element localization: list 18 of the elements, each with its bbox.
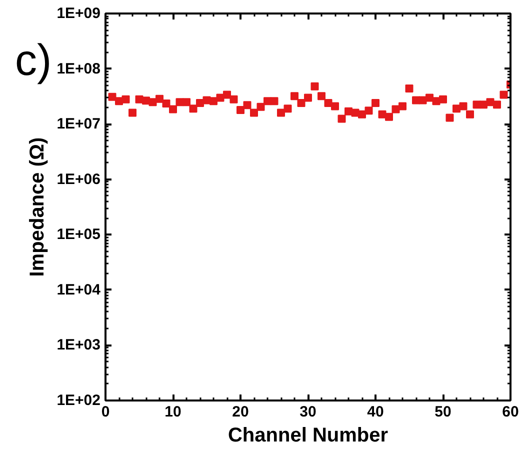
x-tick-label: 20 bbox=[232, 404, 249, 420]
x-tick-label: 60 bbox=[502, 404, 519, 420]
y-tick-label: 1E+06 bbox=[56, 170, 101, 188]
text: c) bbox=[15, 35, 52, 87]
y-tick-label: 1E+09 bbox=[56, 5, 101, 22]
x-axis-title: Channel Number bbox=[228, 424, 388, 446]
x-tick-label: 0 bbox=[101, 404, 110, 420]
y-tick-label: 1E+04 bbox=[56, 281, 102, 298]
y-tick-label: 1E+03 bbox=[56, 336, 101, 354]
y-tick-label: 1E+05 bbox=[56, 226, 101, 244]
x-tick-label: 30 bbox=[300, 404, 316, 420]
y-tick-label: 1E+08 bbox=[56, 60, 101, 78]
x-tick-label: 10 bbox=[164, 404, 182, 420]
y-axis-title: Impedance (Ω) bbox=[26, 137, 49, 277]
y-tick-label: 1E+02 bbox=[56, 392, 101, 409]
y-tick-label: 1E+07 bbox=[56, 116, 101, 133]
x-tick-label: 50 bbox=[434, 404, 452, 420]
x-tick-label: 40 bbox=[367, 404, 384, 420]
